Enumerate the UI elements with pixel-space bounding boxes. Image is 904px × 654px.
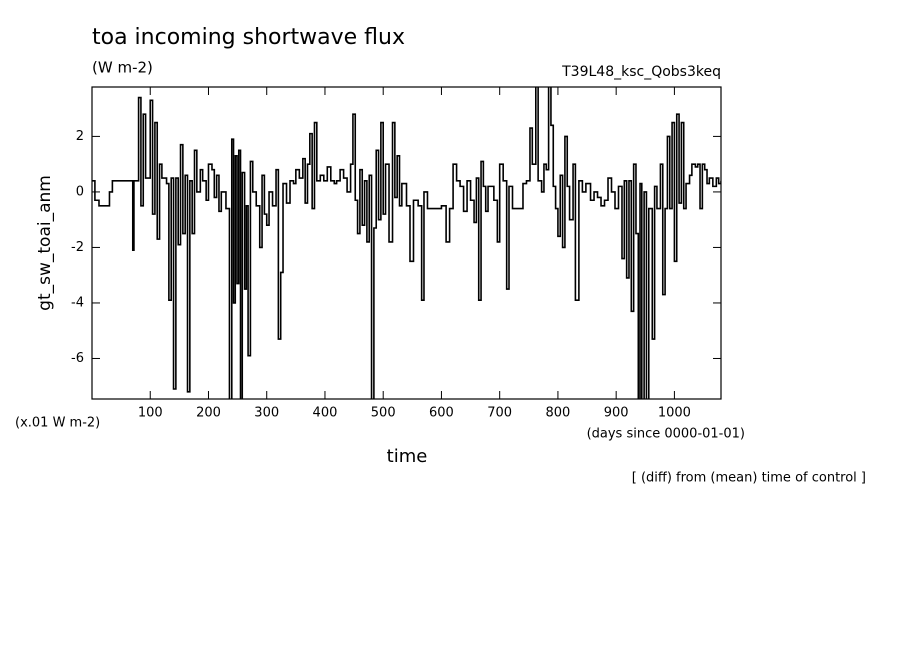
y-tick-label: -2 bbox=[71, 240, 84, 255]
x-tick-label: 600 bbox=[429, 406, 454, 421]
x-tick-label: 200 bbox=[196, 406, 221, 421]
x-tick-label: 500 bbox=[371, 406, 396, 421]
x-tick-label: 900 bbox=[604, 406, 629, 421]
data-line bbox=[92, 87, 721, 399]
run-label: T39L48_ksc_Qobs3keq bbox=[561, 64, 721, 80]
chart-subtitle: (W m-2) bbox=[92, 59, 153, 77]
footnote: [ (diff) from (mean) time of control ] bbox=[632, 471, 866, 486]
plot-frame bbox=[91, 86, 722, 400]
y-tick-label: -4 bbox=[71, 295, 84, 310]
y-tick-label: -6 bbox=[71, 351, 84, 366]
y-tick-label: 0 bbox=[76, 184, 84, 199]
chart-title: toa incoming shortwave flux bbox=[92, 25, 405, 50]
x-axis-label: time bbox=[387, 446, 428, 467]
x-tick-label: 100 bbox=[138, 406, 163, 421]
x-tick-label: 700 bbox=[487, 406, 512, 421]
y-tick-label: 2 bbox=[76, 129, 84, 144]
x-tick-label: 300 bbox=[254, 406, 279, 421]
x-tick-label: 1000 bbox=[658, 406, 691, 421]
x-tick-label: 800 bbox=[546, 406, 571, 421]
x-tick-label: 400 bbox=[313, 406, 338, 421]
y-axis-label: gt_sw_toai_anm bbox=[35, 175, 55, 311]
x-unit-note: (days since 0000-01-01) bbox=[587, 427, 745, 442]
y-unit-note: (x.01 W m-2) bbox=[15, 416, 100, 431]
